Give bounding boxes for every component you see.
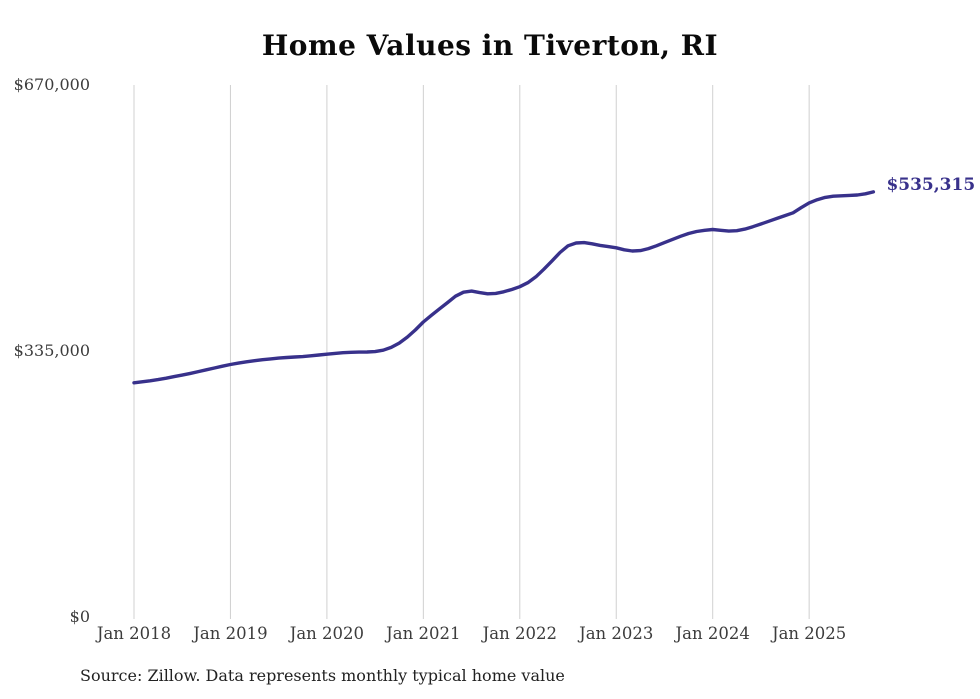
x-axis-label-jan-2025: Jan 2025 [771,624,847,643]
x-axis-label-jan-2021: Jan 2021 [386,624,461,643]
latest-value-label: $535,315 [886,174,976,195]
x-axis-label-jan-2020: Jan 2020 [289,624,365,643]
year-gridlines [133,85,810,619]
y-axis-label-0: $0 [69,607,90,626]
source-note: Source: Zillow. Data represents monthly … [80,666,565,685]
home-value-line [132,190,876,385]
y-axis-label-670000: $670,000 [13,75,90,94]
chart-title: Home Values in Tiverton, RI [261,29,719,62]
x-axis-label-jan-2022: Jan 2022 [482,624,557,643]
x-axis-label-jan-2023: Jan 2023 [579,624,654,643]
x-axis-label-jan-2024: Jan 2024 [675,624,750,643]
y-axis-label-335000: $335,000 [13,341,90,360]
x-axis-label-jan-2019: Jan 2019 [193,624,268,643]
x-axis-label-jan-2018: Jan 2018 [96,624,172,643]
